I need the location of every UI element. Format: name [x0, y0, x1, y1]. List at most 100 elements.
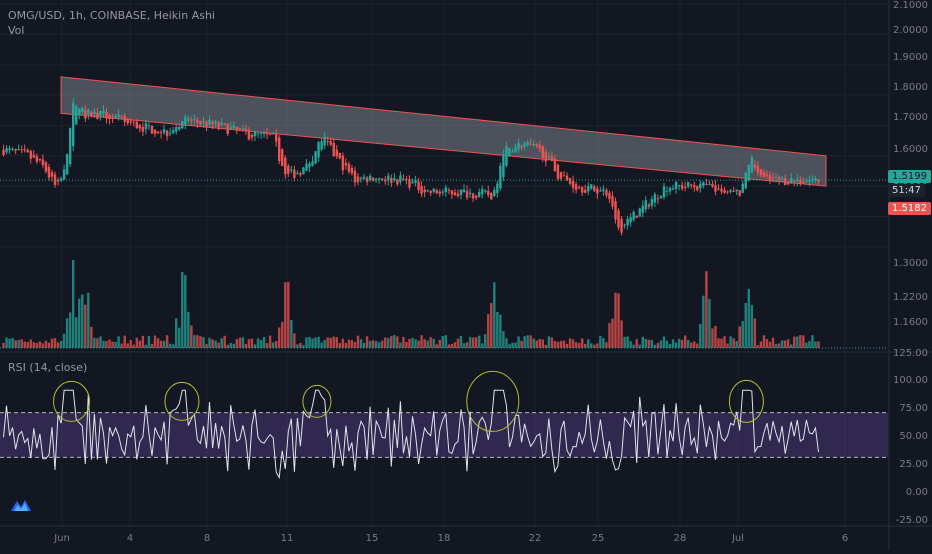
volume-bar — [220, 338, 223, 348]
volume-bar — [499, 314, 502, 348]
candle-body — [126, 118, 129, 124]
volume-bar — [493, 282, 496, 348]
candle-body — [62, 169, 66, 180]
candle-body — [456, 193, 460, 197]
candle-body — [677, 185, 681, 187]
volume-bar — [732, 338, 735, 348]
candle-body — [717, 188, 720, 190]
candle-body — [723, 190, 726, 193]
volume-bar — [653, 344, 657, 348]
volume-bar — [174, 318, 178, 348]
volume-bar — [244, 343, 248, 348]
candle-body — [265, 133, 269, 135]
volume-bar — [365, 336, 369, 348]
volume-bar — [78, 298, 81, 348]
volume-bar — [387, 338, 390, 348]
volume-bar — [399, 342, 402, 348]
volume-bar — [347, 339, 351, 348]
candle-body — [35, 156, 39, 162]
candle-body — [253, 131, 257, 137]
volume-bar — [338, 343, 342, 348]
candle-body — [181, 121, 184, 129]
candle-body — [441, 191, 445, 193]
volume-bar — [447, 344, 451, 348]
candle-body — [593, 186, 596, 191]
volume-bar — [699, 323, 702, 348]
price-axis-label: 2.1000 — [893, 0, 928, 11]
candle-body — [326, 141, 329, 143]
volume-bar — [235, 339, 239, 348]
candle-body — [696, 186, 699, 191]
candle-body — [777, 177, 781, 180]
candle-body — [611, 195, 614, 207]
candle-body — [683, 186, 687, 188]
volume-bar — [626, 336, 629, 348]
volume-bar — [56, 342, 60, 348]
volume-bar — [768, 341, 772, 348]
time-axis-label: 6 — [842, 533, 848, 544]
candle-body — [529, 143, 532, 145]
candle-body — [487, 190, 490, 196]
candle-body — [162, 129, 166, 133]
candle-body — [674, 181, 678, 189]
volume-bar — [217, 342, 220, 348]
candle-body — [462, 189, 466, 193]
candle-body — [211, 121, 214, 125]
candle-body — [196, 119, 199, 123]
volume-bar — [65, 318, 69, 348]
candle-body — [514, 147, 517, 152]
candle-body — [202, 120, 205, 123]
candle-body — [338, 152, 342, 159]
candle-body — [480, 188, 484, 195]
candle-body — [32, 154, 36, 158]
price-axis-label: 1.7000 — [893, 112, 928, 123]
candle-body — [17, 148, 20, 150]
volume-bar — [729, 336, 732, 348]
volume-bar — [368, 341, 372, 348]
candle-body — [780, 177, 784, 179]
volume-bar — [114, 341, 117, 348]
volume-bar — [523, 336, 526, 348]
candle-body — [786, 181, 790, 185]
volume-bar — [374, 340, 378, 348]
candle-body — [465, 190, 469, 198]
candle-body — [626, 218, 629, 226]
candle-body — [635, 215, 638, 218]
candle-body — [353, 170, 357, 183]
candle-body — [656, 198, 660, 200]
volume-bar — [320, 342, 323, 348]
volume-bar — [38, 341, 42, 348]
candle-body — [320, 141, 323, 150]
volume-bar — [414, 339, 417, 348]
candle-body — [78, 109, 81, 116]
candle-body — [447, 189, 451, 191]
volume-bar — [199, 336, 202, 348]
volume-bar — [141, 335, 145, 348]
volume-bar — [390, 336, 393, 348]
volume-bar — [123, 335, 126, 348]
candle-body — [199, 121, 202, 124]
candle-body — [190, 119, 193, 121]
rsi-axis-label: -25.00 — [896, 515, 928, 526]
volume-bar — [17, 339, 20, 348]
candle-body — [144, 123, 148, 130]
candle-body — [359, 178, 363, 180]
volume-bar — [196, 335, 199, 348]
candle-body — [384, 179, 387, 182]
candle-body — [432, 188, 435, 192]
candle-body — [108, 115, 111, 120]
price-axis-label: 1.2200 — [893, 292, 928, 303]
volume-bar — [108, 339, 111, 348]
volume-bar — [44, 340, 48, 348]
candle-body — [235, 126, 239, 130]
volume-bar — [135, 337, 139, 348]
volume-bar — [371, 340, 375, 348]
candle-body — [262, 132, 266, 134]
candle-body — [590, 184, 593, 189]
rsi-axis-label: 75.00 — [899, 403, 928, 414]
candle-body — [623, 224, 626, 226]
candle-body — [617, 210, 620, 228]
candle-body — [84, 109, 87, 119]
volume-bar — [686, 339, 690, 348]
